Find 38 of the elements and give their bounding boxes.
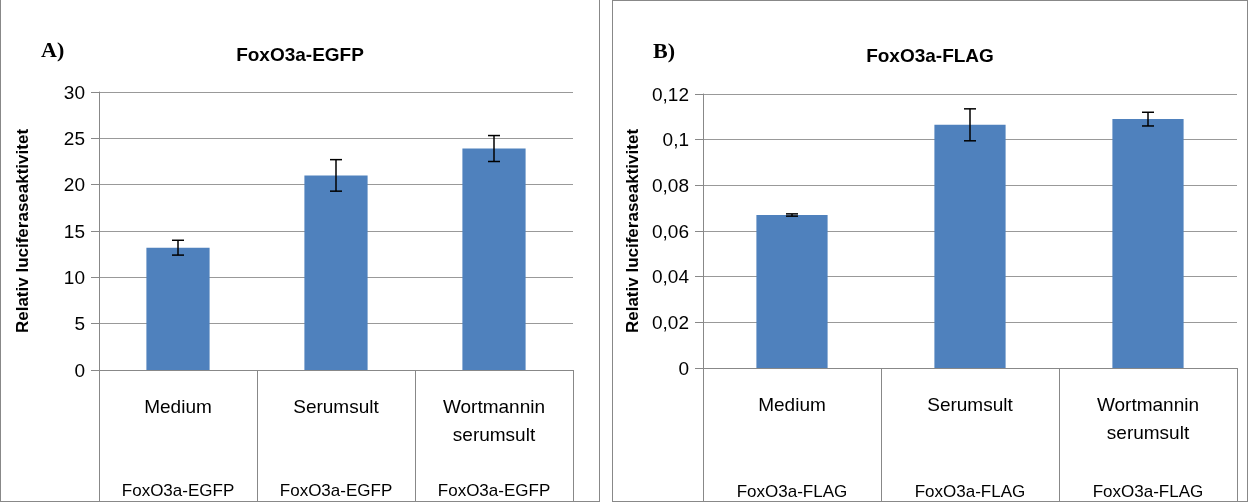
text: FoxO3a-FLAG — [914, 481, 1026, 501]
y-tick-label: 20 — [63, 174, 85, 196]
y-tick-label: 0,1 — [662, 129, 689, 151]
text: FoxO3a-EGFP — [437, 480, 551, 500]
chart-title: FoxO3a-FLAG — [866, 45, 994, 66]
x-tick-label: Medium — [758, 393, 826, 415]
y-tick-label: 0 — [678, 357, 689, 379]
text: FoxO3a-EGFP — [121, 480, 235, 500]
y-tick-label: 0,04 — [652, 266, 690, 288]
bar — [304, 175, 368, 370]
y-tick-label: 5 — [74, 313, 85, 335]
text: FoxO3a-FLAG — [1092, 481, 1204, 501]
bar — [934, 124, 1006, 368]
y-tick-label: 25 — [63, 127, 85, 149]
text: FoxO3a-EGFP — [279, 480, 393, 500]
chart-title: FoxO3a-EGFP — [236, 44, 365, 65]
bar — [462, 148, 526, 370]
y-tick-label: 0,06 — [652, 220, 689, 242]
y-tick-label: 0,12 — [652, 83, 689, 105]
text: A) — [41, 36, 65, 62]
y-tick-label: 0,08 — [652, 174, 689, 196]
y-tick-label: 10 — [63, 266, 85, 288]
y-axis-title: Relativ luciferaseaktivitet — [623, 128, 643, 334]
text: FoxO3a-FLAG — [736, 481, 848, 501]
x-tick-label: Serumsult — [293, 395, 380, 417]
y-axis-title: Relativ luciferaseaktivitet — [13, 128, 32, 334]
y-tick-label: 15 — [63, 220, 85, 242]
y-tick-label: 0,02 — [652, 311, 689, 333]
y-tick-label: 30 — [63, 81, 85, 103]
x-tick-label: Wortmannin serumsult — [1096, 393, 1200, 443]
x-tick-label: Medium — [144, 395, 212, 417]
bar — [146, 247, 210, 370]
bar — [756, 215, 828, 368]
y-tick-label: 0 — [74, 359, 85, 381]
text: B) — [653, 37, 675, 63]
x-tick-label: Serumsult — [927, 393, 1014, 415]
bar — [1112, 119, 1184, 368]
x-tick-label: Wortmannin serumsult — [442, 395, 546, 445]
